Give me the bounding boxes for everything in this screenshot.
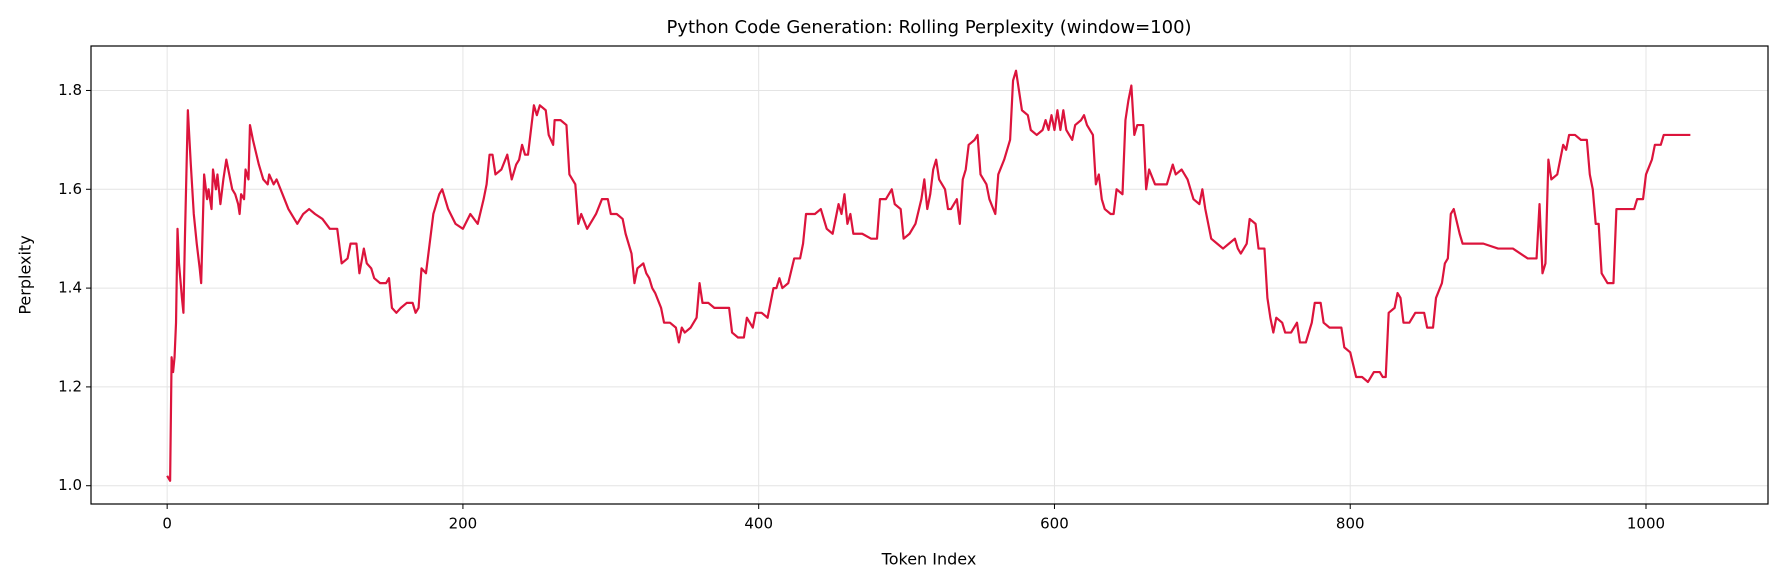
x-tick-label: 0: [162, 515, 172, 533]
x-tick-label: 1000: [1627, 515, 1665, 533]
y-tick-label: 1.2: [58, 377, 82, 395]
y-tick-label: 1.6: [58, 180, 82, 198]
chart-title: Python Code Generation: Rolling Perplexi…: [666, 17, 1191, 38]
x-axis-label: Token Index: [881, 550, 977, 569]
y-tick-label: 1.8: [58, 81, 82, 99]
x-tick-label: 800: [1336, 515, 1365, 533]
x-tick-label: 400: [744, 515, 773, 533]
x-tick-label: 200: [449, 515, 478, 533]
x-tick-label: 600: [1040, 515, 1069, 533]
plot-frame: [90, 45, 1769, 505]
y-tick-label: 1.0: [58, 476, 82, 494]
y-tick-label: 1.4: [58, 279, 82, 297]
y-axis-label: Perplexity: [16, 235, 35, 314]
line-series: [166, 69, 1691, 482]
